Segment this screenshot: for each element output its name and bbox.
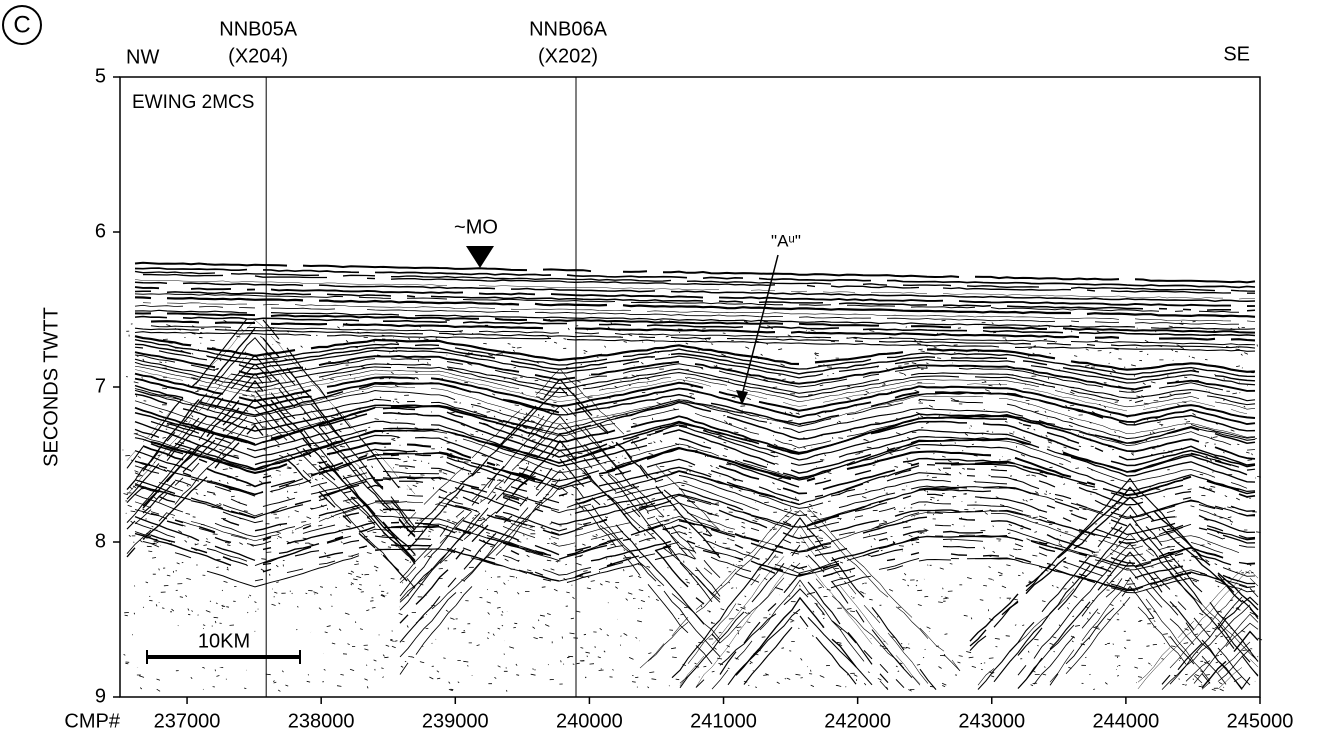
seismic-diffraction xyxy=(648,511,960,671)
well-name: NNB05A xyxy=(219,18,297,40)
seismic-reflector xyxy=(135,328,1255,348)
au-label: "Aᵘ" xyxy=(771,231,801,250)
y-tick-label: 7 xyxy=(95,375,106,397)
seismic-reflector xyxy=(135,282,1255,301)
seismic-reflector xyxy=(135,263,1255,283)
x-tick-label: 245000 xyxy=(1227,710,1294,732)
well-id: (X204) xyxy=(228,45,288,67)
seismic-diffraction xyxy=(994,515,1258,682)
se-label: SE xyxy=(1223,43,1250,65)
seismic-diffraction xyxy=(970,488,1258,642)
seismic-image xyxy=(123,263,1262,692)
seismic-diffraction xyxy=(1234,667,1258,682)
seismic-reflector xyxy=(135,534,1255,591)
y-tick-label: 6 xyxy=(95,220,106,242)
mo-triangle xyxy=(466,246,494,268)
y-tick-label: 5 xyxy=(95,65,106,87)
seismic-diffraction xyxy=(1018,552,1242,689)
survey-label: EWING 2MCS xyxy=(132,92,254,113)
seismic-diffraction xyxy=(1162,597,1258,684)
seismic-reflector xyxy=(135,461,1255,519)
y-tick-label: 9 xyxy=(95,685,106,707)
figure: C NW SE EWING 2MCS SECONDS TWTT CMP# ~MO… xyxy=(0,0,1317,747)
seismic-diffraction xyxy=(680,535,920,686)
seismic-reflector xyxy=(167,521,1255,566)
y-axis-label: SECONDS TWTT xyxy=(40,307,62,467)
seismic-diffraction xyxy=(970,479,1258,651)
seismic-reflector xyxy=(135,359,1255,401)
seismic-diffraction xyxy=(400,479,720,675)
x-tick-label: 240000 xyxy=(556,710,623,732)
plot-frame xyxy=(120,77,1260,697)
au-arrow xyxy=(742,255,778,395)
x-axis-label: CMP# xyxy=(64,710,120,732)
x-tick-label: 244000 xyxy=(1093,710,1160,732)
well-name: NNB06A xyxy=(529,18,607,40)
scale-label: 10KM xyxy=(198,630,250,652)
seismic-diffraction xyxy=(1202,632,1258,688)
seismic-reflector xyxy=(135,271,1255,291)
seismic-diffraction xyxy=(696,589,904,688)
nw-label: NW xyxy=(126,46,159,68)
x-tick-label: 241000 xyxy=(690,710,757,732)
seismic-diffraction xyxy=(978,507,1258,690)
x-tick-label: 239000 xyxy=(422,710,489,732)
well-id: (X202) xyxy=(538,45,598,67)
x-tick-label: 237000 xyxy=(154,710,221,732)
y-tick-label: 8 xyxy=(95,530,106,552)
panel-label: C xyxy=(13,11,30,38)
mo-label: ~MO xyxy=(454,216,498,238)
x-tick-label: 238000 xyxy=(288,710,355,732)
seismic-reflector xyxy=(135,466,1255,519)
x-tick-label: 243000 xyxy=(958,710,1025,732)
seismic-diffraction xyxy=(1050,578,1210,682)
x-tick-label: 242000 xyxy=(824,710,891,732)
